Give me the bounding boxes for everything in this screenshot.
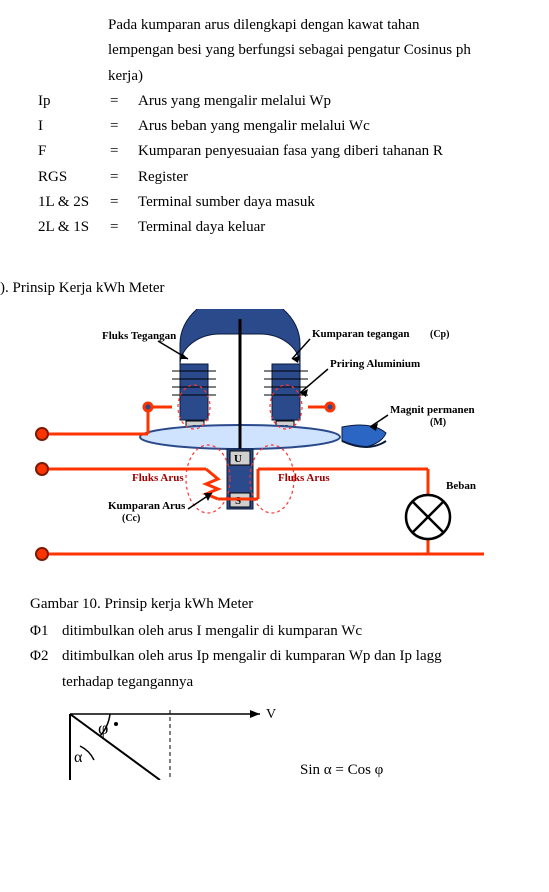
label-fluks-arus-r: Fluks Arus [278, 472, 330, 484]
phi-text: ditimbulkan oleh arus Ip mengalir di kum… [62, 645, 549, 668]
def-symbol: RGS [38, 166, 110, 189]
phi-row: Φ2 ditimbulkan oleh arus Ip mengalir di … [30, 645, 549, 668]
label-cp: (Cp) [430, 329, 449, 340]
def-equals: = [110, 115, 138, 138]
def-equals: = [110, 166, 138, 189]
def-symbol: 1L & 2S [38, 191, 110, 214]
definition-table: Ip = Arus yang mengalir melalui Wp I = A… [38, 90, 549, 240]
label-kumparan-arus: Kumparan Arus [108, 500, 186, 512]
figure-caption: Gambar 10. Prinsip kerja kWh Meter [30, 593, 549, 616]
label-cc: (Cc) [122, 513, 140, 524]
phi-symbol: Φ1 [30, 620, 62, 643]
def-row: I = Arus beban yang mengalir melalui Wc [38, 115, 549, 138]
intro-line3: kerja) [108, 65, 549, 88]
kwh-meter-figure: S U U S Fluks Tegangan [30, 309, 549, 587]
phi-subtext: terhadap tegangannya [62, 671, 549, 694]
label-magnit: Magnit permanen [390, 404, 475, 416]
def-text: Register [138, 166, 549, 189]
phi-symbol: Φ2 [30, 645, 62, 668]
phi-text: ditimbulkan oleh arus I mengalir di kump… [62, 620, 549, 643]
def-symbol: F [38, 140, 110, 163]
label-u2: U [234, 453, 242, 465]
def-row: 2L & 1S = Terminal daya keluar [38, 216, 549, 239]
intro-line1: Pada kumparan arus dilengkapi dengan kaw… [108, 14, 549, 37]
label-v: V [266, 707, 276, 722]
label-alpha: α [74, 749, 83, 766]
def-equals: = [110, 216, 138, 239]
def-text: Arus beban yang mengalir melalui Wc [138, 115, 549, 138]
phi-list: Φ1 ditimbulkan oleh arus I mengalir di k… [30, 620, 549, 669]
label-equation: Sin α = Cos φ [300, 762, 384, 778]
label-kumparan-tegangan: Kumparan tegangan [312, 328, 410, 340]
label-priring: Priring Aluminium [330, 358, 420, 370]
label-fluks-tegangan: Fluks Tegangan [102, 330, 176, 342]
def-row: F = Kumparan penyesuaian fasa yang diber… [38, 140, 549, 163]
label-fluks-arus-l: Fluks Arus [132, 472, 184, 484]
def-text: Terminal sumber daya masuk [138, 191, 549, 214]
label-phi: φ [98, 718, 108, 738]
label-m: (M) [430, 417, 446, 428]
section-title: ). Prinsip Kerja kWh Meter [0, 277, 549, 300]
label-beban: Beban [446, 480, 476, 492]
def-row: RGS = Register [38, 166, 549, 189]
label-s2: S [235, 495, 241, 507]
intro-line2: lempengan besi yang berfungsi sebagai pe… [108, 39, 549, 62]
vector-diagram: V φ α Sin α = Cos φ [60, 700, 549, 788]
def-equals: = [110, 140, 138, 163]
def-text: Arus yang mengalir melalui Wp [138, 90, 549, 113]
def-equals: = [110, 191, 138, 214]
def-symbol: Ip [38, 90, 110, 113]
def-equals: = [110, 90, 138, 113]
def-symbol: I [38, 115, 110, 138]
phi-row: Φ1 ditimbulkan oleh arus I mengalir di k… [30, 620, 549, 643]
def-row: Ip = Arus yang mengalir melalui Wp [38, 90, 549, 113]
def-symbol: 2L & 1S [38, 216, 110, 239]
def-text: Terminal daya keluar [138, 216, 549, 239]
def-row: 1L & 2S = Terminal sumber daya masuk [38, 191, 549, 214]
def-text: Kumparan penyesuaian fasa yang diberi ta… [138, 140, 549, 163]
